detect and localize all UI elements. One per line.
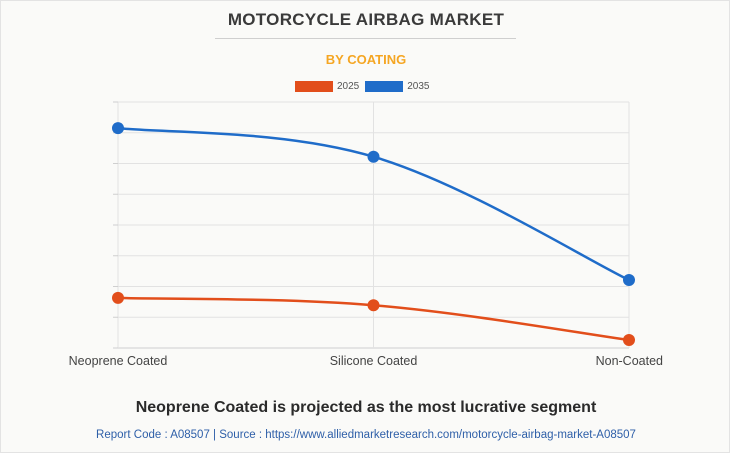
source-note[interactable]: Report Code : A08507 | Source : https://… [96, 429, 636, 441]
data-point-2035-2 [623, 274, 635, 287]
data-point-2035-1 [367, 150, 380, 163]
key-finding: Neoprene Coated is projected as the most… [135, 399, 597, 416]
x-tick-label: Non-Coated [596, 354, 663, 368]
legend-label-2035: 2035 [407, 81, 430, 92]
chart-subtitle: BY COATING [325, 52, 407, 67]
x-tick-label: Silicone Coated [330, 354, 418, 368]
data-point-2025-0 [112, 291, 124, 304]
legend-label-2025: 2025 [337, 81, 360, 92]
data-point-2025-1 [367, 299, 380, 312]
data-point-2035-0 [112, 122, 124, 135]
legend-item-2035[interactable]: 2035 [365, 81, 430, 92]
x-tick-label: Neoprene Coated [69, 354, 168, 368]
title-divider [215, 38, 516, 39]
legend-swatch-2035 [365, 81, 404, 92]
legend: 2025 2035 [295, 81, 436, 92]
chart-title: MOTORCYCLE AIRBAG MARKET [227, 10, 505, 29]
legend-item-2025[interactable]: 2025 [295, 81, 359, 92]
legend-swatch-2025 [295, 81, 333, 92]
data-point-2025-2 [623, 334, 635, 347]
